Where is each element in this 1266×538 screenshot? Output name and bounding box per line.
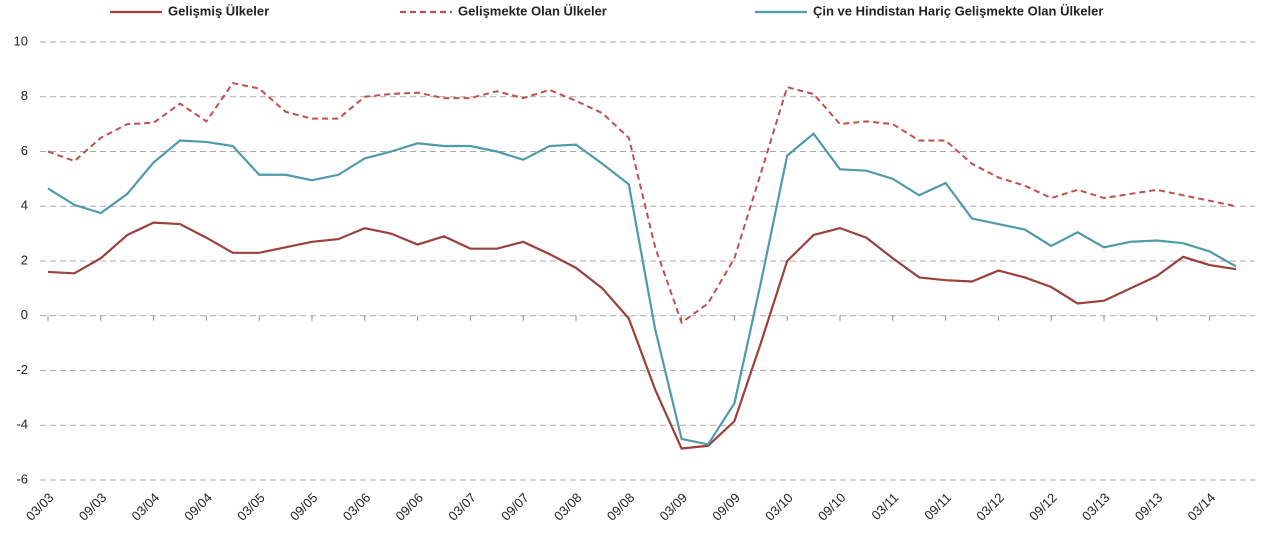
x-tick-label: 09/13 xyxy=(1132,490,1166,524)
x-tick-label: 09/04 xyxy=(181,490,215,524)
y-tick-label: 6 xyxy=(21,143,28,158)
y-tick-label: 4 xyxy=(21,198,28,213)
y-tick-label: 0 xyxy=(21,307,28,322)
x-tick-label: 09/03 xyxy=(76,490,110,524)
series-line xyxy=(47,81,1237,325)
x-tick-label: 03/11 xyxy=(868,490,901,523)
x-tick-label: 03/14 xyxy=(1185,490,1219,524)
series-line xyxy=(47,221,1237,450)
x-tick-label: 09/10 xyxy=(815,490,849,524)
y-tick-label: 10 xyxy=(14,33,28,48)
y-tick-label: -2 xyxy=(16,362,28,377)
series-line xyxy=(47,132,1237,446)
x-tick-label: 03/06 xyxy=(340,490,374,524)
x-tick-label: 03/03 xyxy=(23,490,57,524)
y-tick-label: 2 xyxy=(21,252,28,267)
x-tick-label: 09/05 xyxy=(287,490,321,524)
legend-label: Çin ve Hindistan Hariç Gelişmekte Olan Ü… xyxy=(813,3,1103,18)
y-tick-label: -4 xyxy=(16,417,28,432)
x-tick-label: 03/05 xyxy=(234,490,268,524)
legend-label: Gelişmekte Olan Ülkeler xyxy=(458,3,607,18)
x-tick-label: 03/10 xyxy=(762,490,796,524)
y-tick-label: 8 xyxy=(21,88,28,103)
legend-label: Gelişmiş Ülkeler xyxy=(168,3,269,18)
x-tick-label: 09/08 xyxy=(604,490,638,524)
x-tick-label: 03/09 xyxy=(657,490,691,524)
x-tick-label: 03/04 xyxy=(129,490,163,524)
x-tick-label: 09/09 xyxy=(709,490,743,524)
x-tick-label: 09/06 xyxy=(393,490,427,524)
x-tick-label: 09/07 xyxy=(498,490,532,524)
x-tick-label: 09/12 xyxy=(1026,490,1060,524)
x-tick-label: 03/08 xyxy=(551,490,585,524)
x-tick-label: 03/12 xyxy=(973,490,1007,524)
x-tick-label: 09/11 xyxy=(921,490,954,523)
x-tick-label: 03/07 xyxy=(445,490,479,524)
x-tick-label: 03/13 xyxy=(1079,490,1113,524)
y-tick-label: -6 xyxy=(16,471,28,486)
